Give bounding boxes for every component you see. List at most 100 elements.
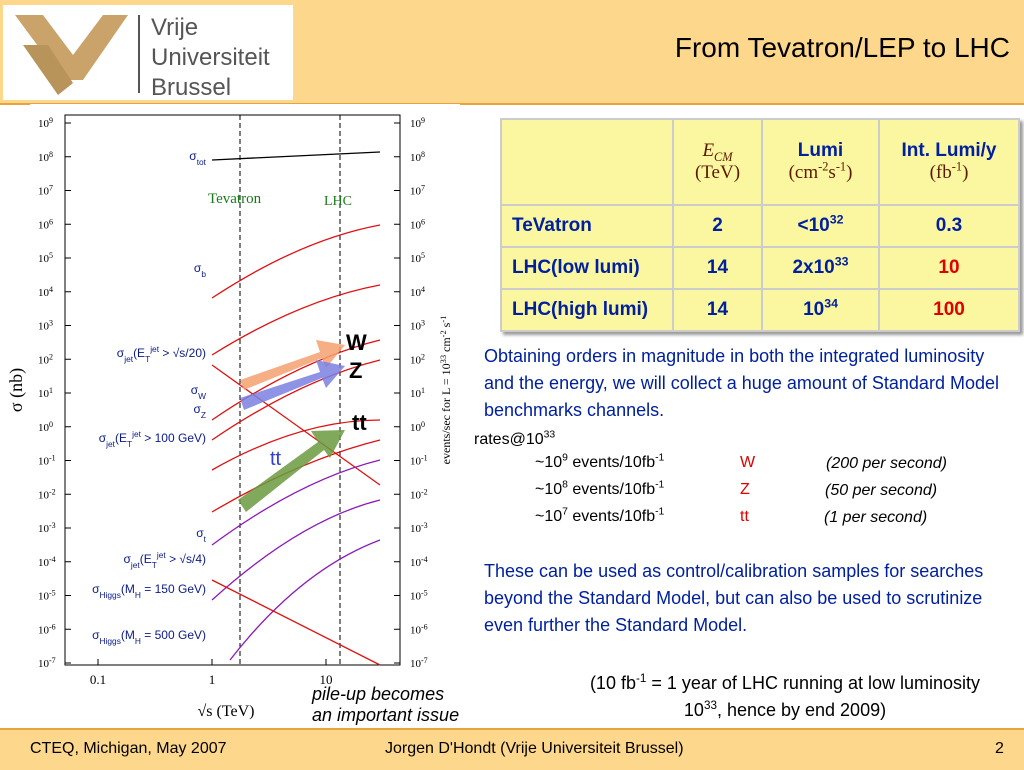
header-text: Int. Lumi/y (fb-1) <box>902 140 997 183</box>
text-run: σ <box>92 582 100 596</box>
tick-label: 10-6 <box>38 622 56 637</box>
text-run: (10 fb <box>589 673 636 693</box>
table: ECM (TeV) Lumi (cm-2s-1) Int. Lumi/y (fb-1) T… <box>500 118 1020 332</box>
tick-base: 10 <box>38 287 50 299</box>
text-run: -1 <box>439 316 448 323</box>
table-cell: 1034 <box>761 288 880 332</box>
tick-label: 10 <box>320 672 333 687</box>
table-cell: Lumi (cm-2s-1) <box>761 118 880 206</box>
header-text: ECM (TeV) <box>695 140 740 183</box>
text-run: jet <box>149 344 160 354</box>
arrow-label: Z <box>349 358 362 383</box>
tick-exp: -6 <box>49 622 56 631</box>
text-run: , hence by end 2009) <box>716 700 887 720</box>
header: Vrije Universiteit Brussel From Tevatron… <box>0 0 1024 105</box>
text-run: σ <box>191 383 199 397</box>
text-run: σ <box>196 526 204 540</box>
tick-label: 104 <box>410 284 425 299</box>
tick-label: 107 <box>410 183 425 198</box>
text-run: -1 <box>835 159 847 174</box>
tick-base: 10 <box>410 388 422 400</box>
tick-label: 102 <box>410 352 425 367</box>
paragraph: These can be used as control/calibration… <box>484 561 984 635</box>
text-run: > √s/20) <box>159 346 206 360</box>
tick-base: 10 <box>38 186 50 198</box>
arrow-label: tt <box>352 410 367 435</box>
tick-label: 10-2 <box>38 487 56 502</box>
curve-label: σHiggs(MH = 150 GeV) <box>92 582 206 600</box>
tick-label: 10-1 <box>38 453 56 468</box>
text-run: Z <box>201 410 206 420</box>
rate-channel: W <box>740 454 756 471</box>
logo-text: Vrije <box>151 14 198 41</box>
tick-base: 10 <box>410 354 422 366</box>
text-run: 33 <box>834 254 849 269</box>
tick-exp: -5 <box>421 588 428 597</box>
table-cell: 14 <box>672 246 763 290</box>
tick-exp: 0 <box>49 419 53 428</box>
text-run: Lumi <box>797 140 844 161</box>
text-run: events/10fb <box>567 508 656 525</box>
text-run: jet <box>123 354 134 364</box>
text-run: <10 <box>797 215 830 236</box>
text-run: -1 <box>951 159 963 174</box>
tick-base: 10 <box>410 219 422 231</box>
text-run: Int. Lumi/y <box>901 140 997 161</box>
tick-exp: -5 <box>49 588 56 597</box>
curve-label: σW <box>191 383 206 401</box>
table-cell: 2x1033 <box>761 246 880 290</box>
title: From Tevatron/LEP to LHC <box>674 32 1010 63</box>
tick-label: 105 <box>410 251 425 266</box>
tick-label: 103 <box>410 318 425 333</box>
curve-label: σjet(ETjet > √s/4) <box>123 550 206 570</box>
tick-label: 10-4 <box>38 554 56 569</box>
tick-label: 109 <box>38 116 53 131</box>
text-run: W <box>198 391 206 401</box>
tick-base: 10 <box>38 354 50 366</box>
tick-base: 10 <box>38 253 50 265</box>
text-run: σ <box>194 261 202 275</box>
rate-count: ~109 events/10fb-1 <box>535 453 664 472</box>
text-run: 2x10 <box>792 257 835 278</box>
tick-label: 104 <box>38 284 53 299</box>
table-row: TeVatron 2 <1032 0.3 <box>500 204 1020 248</box>
text-run: LHC(high lumi) <box>512 299 649 320</box>
tick-exp: 5 <box>421 251 425 260</box>
text-run: σ <box>117 346 125 360</box>
tick-label: 1 <box>209 672 216 687</box>
tick-label: 0.1 <box>90 672 106 687</box>
tick-exp: 7 <box>421 183 425 192</box>
tick-base: 10 <box>410 152 422 164</box>
tick-exp: -2 <box>49 487 56 496</box>
pileup-line: an important issue <box>312 705 460 725</box>
plot-frame <box>64 114 401 666</box>
tick-base: 10 <box>410 253 422 265</box>
text-run: H <box>135 636 141 646</box>
arrow-w <box>240 340 345 390</box>
tick-exp: 4 <box>49 284 53 293</box>
arrow-label: tt <box>270 448 282 470</box>
footer: CTEQ, Michigan, May 2007 Jorgen D'Hondt … <box>0 728 1024 770</box>
tick-exp: -4 <box>49 554 56 563</box>
tick-base: 10 <box>38 658 50 670</box>
text-run: ) <box>962 162 969 183</box>
tick-label: 101 <box>38 386 53 401</box>
logo: Vrije Universiteit Brussel <box>3 5 293 101</box>
logo-mark: Vrije Universiteit Brussel <box>15 14 270 101</box>
text-run: (cm <box>788 162 819 183</box>
tick-label: 109 <box>410 116 425 131</box>
table-cell: <1032 <box>761 204 880 248</box>
text-run: = 1 year of LHC running at low luminosit… <box>646 673 981 720</box>
curve-label: σjet(ETjet > √s/20) <box>117 344 206 364</box>
tick-exp: 1 <box>49 386 53 395</box>
curve-label: σb <box>194 261 206 279</box>
tick-label: 107 <box>38 183 53 198</box>
text-run: 100 <box>933 299 965 320</box>
tick-exp: 3 <box>421 318 425 327</box>
table-cell: 0.3 <box>878 204 1020 248</box>
text-run: 14 <box>706 299 729 320</box>
text-run: (E <box>140 552 152 566</box>
tick-label: 10-5 <box>38 588 56 603</box>
footer-left: CTEQ, Michigan, May 2007 <box>30 740 227 757</box>
text-run: 10 <box>803 299 825 320</box>
